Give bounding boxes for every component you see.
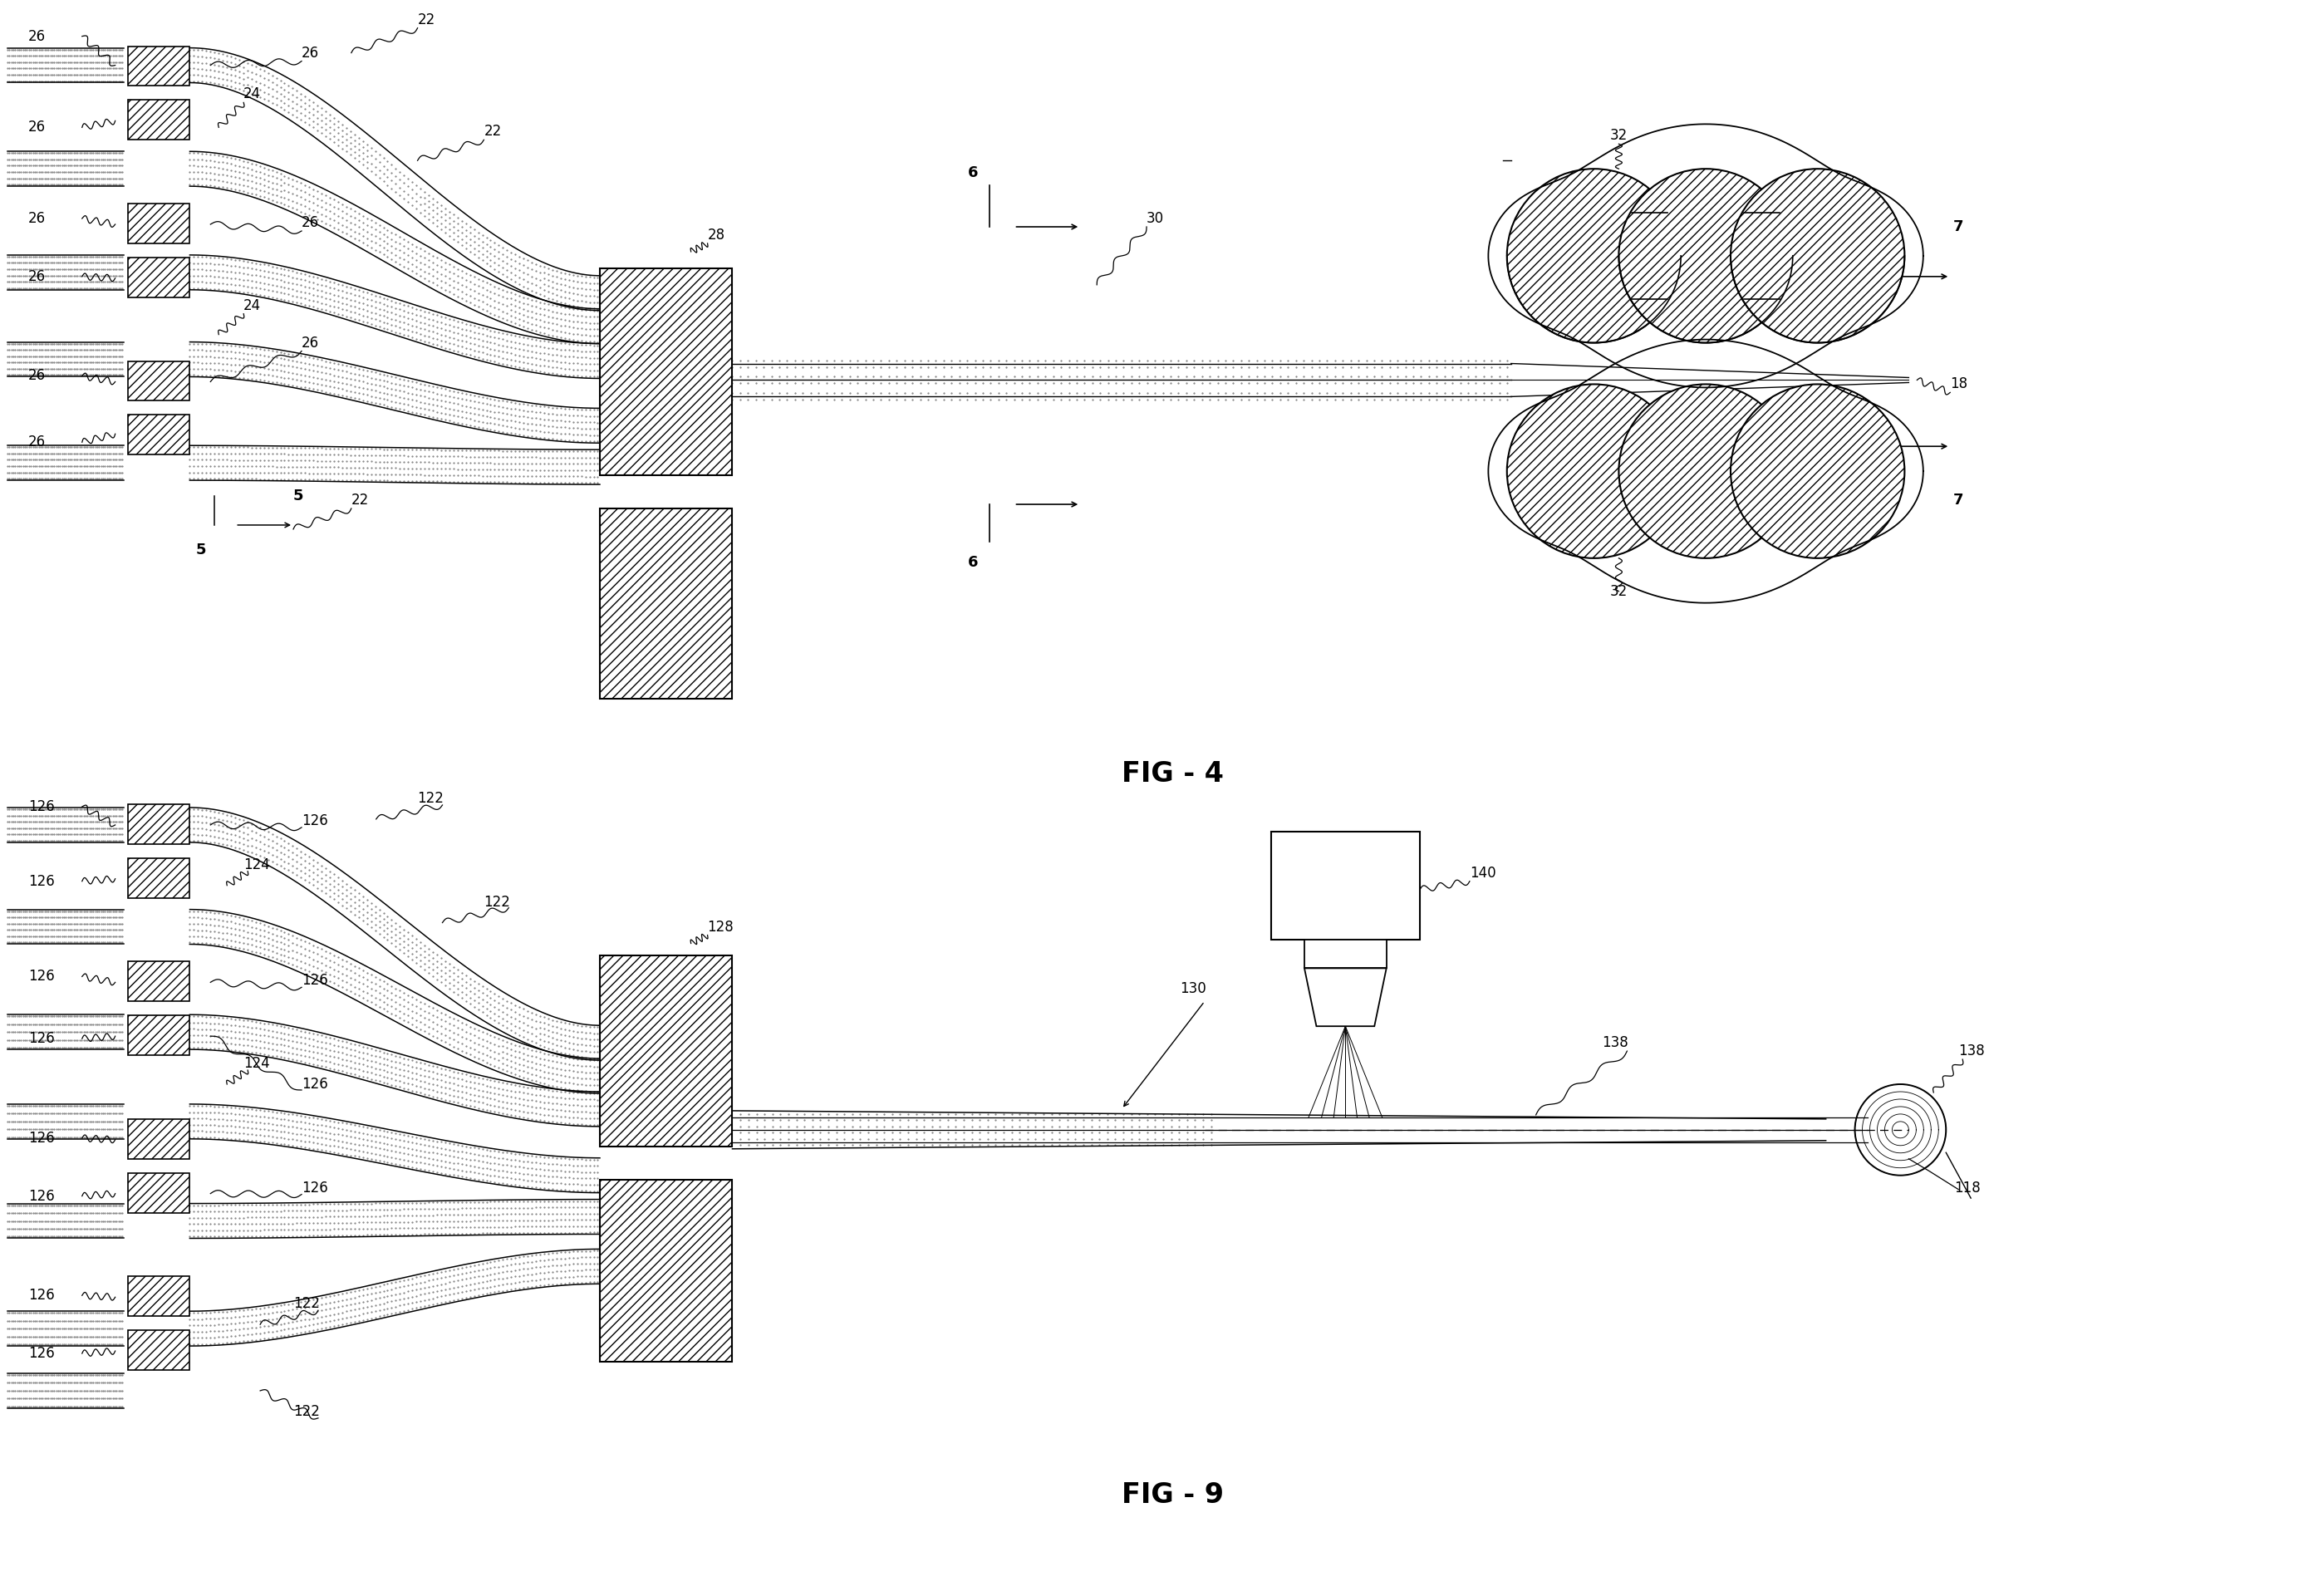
Bar — [127, 804, 190, 844]
Text: 138: 138 — [1602, 1036, 1630, 1050]
Bar — [127, 204, 190, 243]
Text: 122: 122 — [294, 1296, 320, 1312]
Bar — [600, 509, 732, 699]
Text: 5: 5 — [197, 543, 206, 557]
Text: 22: 22 — [352, 493, 369, 508]
Text: 126: 126 — [28, 1189, 56, 1203]
Bar — [127, 46, 190, 86]
Bar — [127, 101, 190, 140]
Text: 26: 26 — [28, 211, 46, 227]
Text: 140: 140 — [1470, 865, 1495, 881]
Text: 126: 126 — [28, 1031, 56, 1045]
Bar — [600, 1179, 732, 1361]
Bar — [127, 204, 190, 243]
Bar — [127, 257, 190, 297]
Text: 26: 26 — [301, 45, 320, 61]
Bar — [127, 1329, 190, 1369]
Ellipse shape — [1507, 169, 1681, 343]
Ellipse shape — [1732, 385, 1905, 559]
Bar — [600, 956, 732, 1146]
Text: 7: 7 — [1954, 493, 1963, 508]
Text: 30: 30 — [1147, 211, 1164, 227]
Text: 126: 126 — [28, 800, 56, 814]
Text: FIG - 9: FIG - 9 — [1122, 1481, 1224, 1508]
Text: FIG - 4: FIG - 4 — [1122, 760, 1224, 788]
Text: 6: 6 — [967, 166, 978, 180]
Text: 24: 24 — [243, 298, 262, 313]
Text: 26: 26 — [28, 120, 46, 136]
Bar — [1305, 938, 1386, 969]
Text: 138: 138 — [1959, 1044, 1984, 1058]
Text: 126: 126 — [301, 1077, 327, 1092]
Text: 124: 124 — [243, 1057, 269, 1071]
Text: 5: 5 — [294, 488, 304, 503]
Polygon shape — [1305, 969, 1386, 1026]
Bar — [1270, 832, 1421, 938]
Bar — [127, 46, 190, 86]
Bar — [127, 859, 190, 899]
Ellipse shape — [1732, 169, 1905, 343]
Text: 126: 126 — [301, 814, 327, 828]
Text: 126: 126 — [28, 1288, 56, 1302]
Text: 126: 126 — [28, 1130, 56, 1146]
Bar — [127, 257, 190, 297]
Bar — [600, 956, 732, 1146]
Text: 32: 32 — [1611, 128, 1627, 144]
Text: 28: 28 — [707, 228, 726, 243]
Text: 7: 7 — [1954, 219, 1963, 235]
Bar — [600, 268, 732, 476]
Bar — [600, 268, 732, 476]
Polygon shape — [732, 1111, 1868, 1149]
Bar — [127, 804, 190, 844]
Bar — [127, 415, 190, 455]
Text: 26: 26 — [28, 434, 46, 450]
Text: 126: 126 — [28, 1345, 56, 1361]
Text: 26: 26 — [28, 29, 46, 43]
Text: 122: 122 — [484, 894, 510, 910]
Polygon shape — [1511, 364, 1908, 397]
Bar — [127, 1015, 190, 1055]
Bar — [600, 509, 732, 699]
Bar — [127, 1277, 190, 1317]
Text: 24: 24 — [243, 86, 262, 102]
Bar — [127, 859, 190, 899]
Text: 122: 122 — [417, 792, 445, 806]
Bar — [127, 1173, 190, 1213]
Text: 26: 26 — [28, 369, 46, 383]
Ellipse shape — [1618, 385, 1792, 559]
Text: 126: 126 — [28, 969, 56, 985]
Text: 126: 126 — [301, 974, 327, 988]
Ellipse shape — [1618, 169, 1792, 343]
Text: 124: 124 — [243, 857, 269, 871]
Bar — [127, 101, 190, 140]
Bar — [600, 1179, 732, 1361]
Text: 130: 130 — [1180, 982, 1205, 996]
Text: 22: 22 — [417, 13, 436, 27]
Text: 26: 26 — [28, 270, 46, 284]
Text: 126: 126 — [28, 873, 56, 889]
Bar — [127, 361, 190, 401]
Text: 6: 6 — [967, 555, 978, 570]
Text: 18: 18 — [1949, 377, 1968, 391]
Text: 26: 26 — [301, 215, 320, 230]
Text: 32: 32 — [1611, 584, 1627, 598]
Text: 118: 118 — [1954, 1181, 1980, 1195]
Bar — [127, 1119, 190, 1159]
Bar — [127, 1173, 190, 1213]
Bar — [127, 415, 190, 455]
Bar — [127, 1277, 190, 1317]
Text: 22: 22 — [484, 124, 501, 139]
Bar — [127, 962, 190, 1001]
Text: 128: 128 — [707, 919, 735, 934]
Text: 126: 126 — [301, 1181, 327, 1195]
Bar — [127, 962, 190, 1001]
Bar — [127, 361, 190, 401]
Bar — [127, 1329, 190, 1369]
Text: 26: 26 — [301, 335, 320, 350]
Text: 122: 122 — [294, 1404, 320, 1419]
Ellipse shape — [1507, 385, 1681, 559]
Bar — [127, 1015, 190, 1055]
Bar — [127, 1119, 190, 1159]
